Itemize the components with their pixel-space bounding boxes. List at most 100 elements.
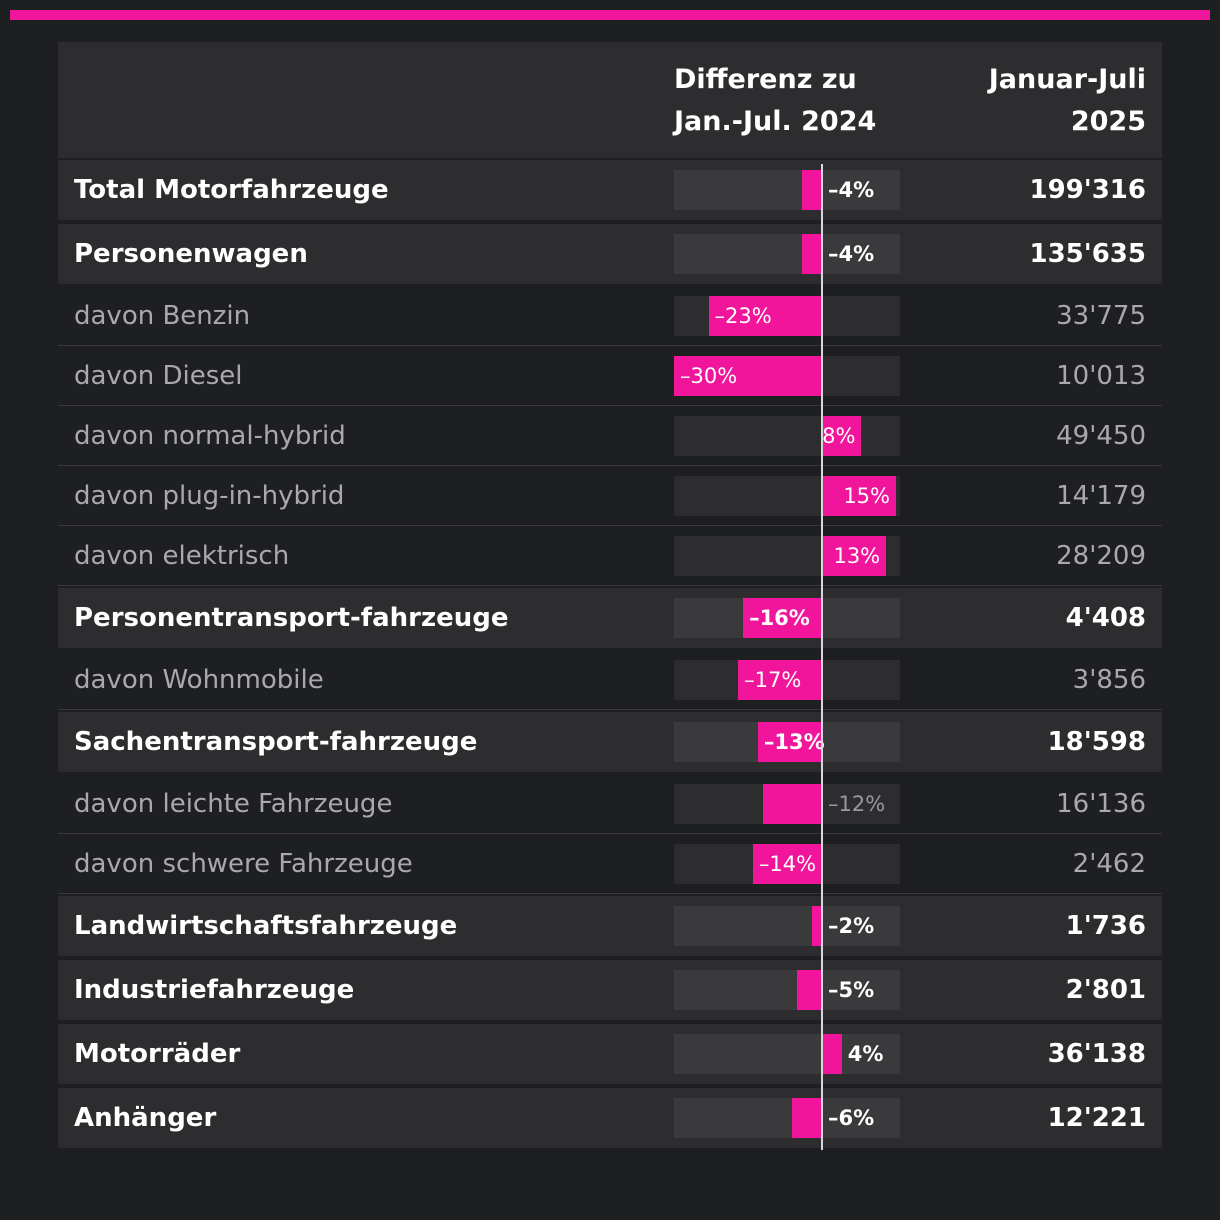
header-value-label: Januar-Juli 2025 (988, 64, 1146, 137)
bar-value-label: –30% (680, 363, 738, 388)
table-row: davon leichte Fahrzeuge –12% 16'136 (58, 774, 1162, 834)
bar-value-label: 15% (843, 483, 890, 508)
bar-value-label: –16% (749, 606, 810, 630)
row-value: 135'635 (1029, 239, 1146, 269)
header-diff-label: Differenz zu Jan.-Jul. 2024 (674, 64, 877, 137)
row-label: davon Benzin (74, 300, 251, 331)
row-label: davon schwere Fahrzeuge (74, 848, 413, 879)
bar-value-label: –12% (828, 791, 886, 816)
bar (802, 234, 822, 274)
bar-track: –13% (674, 722, 900, 762)
row-value: 2'801 (1065, 975, 1146, 1005)
row-value: 18'598 (1047, 727, 1146, 757)
bar-value-label: –4% (828, 178, 875, 202)
bar (738, 659, 822, 700)
data-table: Differenz zu Jan.-Jul. 2024 Januar-Juli … (58, 42, 1162, 1150)
bar-value-label: –17% (744, 667, 802, 692)
bar-track: –2% (674, 906, 900, 946)
row-label: davon leichte Fahrzeuge (74, 788, 393, 819)
row-label: davon Diesel (74, 360, 243, 391)
table-row: Sachentransport-fahrzeuge –13% 18'598 (58, 710, 1162, 774)
row-label: Motorräder (74, 1039, 241, 1069)
row-label: Sachentransport-fahrzeuge (74, 727, 478, 757)
bar (802, 170, 822, 210)
bar-value-label: 4% (847, 1042, 884, 1066)
table-row: Personentransport-fahrzeuge –16% 4'408 (58, 586, 1162, 650)
bar-track: –16% (674, 598, 900, 638)
table-row: davon elektrisch 13% 28'209 (58, 526, 1162, 586)
table-row: davon normal-hybrid 8% 49'450 (58, 406, 1162, 466)
row-label: davon normal-hybrid (74, 420, 346, 451)
row-label: davon Wohnmobile (74, 664, 324, 695)
bar (822, 415, 862, 456)
table-row: davon plug-in-hybrid 15% 14'179 (58, 466, 1162, 526)
row-value: 33'775 (1056, 300, 1146, 331)
row-value: 49'450 (1056, 420, 1146, 451)
bar (743, 598, 822, 638)
bar (822, 1034, 842, 1074)
bar (797, 970, 822, 1010)
row-label: Industriefahrzeuge (74, 975, 355, 1005)
table-row: Motorräder 4% 36'138 (58, 1022, 1162, 1086)
bar-track: 4% (674, 1034, 900, 1074)
bar-track: –14% (674, 843, 900, 884)
table-row: davon Benzin –23% 33'775 (58, 286, 1162, 346)
row-value: 28'209 (1056, 540, 1146, 571)
table-row: Industriefahrzeuge –5% 2'801 (58, 958, 1162, 1022)
bar-track: –23% (674, 295, 900, 336)
table-row: davon schwere Fahrzeuge –14% 2'462 (58, 834, 1162, 894)
bar (762, 783, 822, 824)
bar-track: –6% (674, 1098, 900, 1138)
row-label: davon elektrisch (74, 540, 290, 571)
row-value: 199'316 (1029, 175, 1146, 205)
row-label: Landwirtschaftsfahrzeuge (74, 911, 458, 941)
bar (757, 722, 822, 762)
row-label: Total Motorfahrzeuge (74, 175, 389, 205)
row-value: 2'462 (1072, 848, 1146, 879)
bar-track: 8% (674, 415, 900, 456)
bar-track: –4% (674, 234, 900, 274)
bar (822, 475, 896, 516)
row-value: 16'136 (1056, 788, 1146, 819)
bar-track: –30% (674, 355, 900, 396)
table-body: Total Motorfahrzeuge –4% 199'316 Personenwa… (58, 158, 1162, 1150)
bar-value-label: –23% (714, 303, 772, 328)
table-row: Anhänger –6% 12'221 (58, 1086, 1162, 1150)
row-label: davon plug-in-hybrid (74, 480, 345, 511)
bar-value-label: –14% (758, 851, 817, 876)
bar-value-label: 8% (822, 423, 856, 448)
row-label: Personentransport-fahrzeuge (74, 603, 509, 633)
row-value: 10'013 (1056, 360, 1146, 391)
bar-value-label: 13% (833, 543, 881, 568)
bar-value-label: –4% (828, 242, 875, 266)
bar (708, 295, 822, 336)
accent-bar (10, 10, 1210, 20)
table-row: Total Motorfahrzeuge –4% 199'316 (58, 158, 1162, 222)
row-value: 36'138 (1047, 1039, 1146, 1069)
bar-track: –17% (674, 659, 900, 700)
bar-track: –5% (674, 970, 900, 1010)
bar (752, 843, 822, 884)
table-row: Personenwagen –4% 135'635 (58, 222, 1162, 286)
bar (792, 1098, 822, 1138)
bar-track: 13% (674, 535, 900, 576)
bar-track: –12% (674, 783, 900, 824)
bar-value-label: –2% (828, 914, 875, 938)
bar-value-label: –5% (828, 978, 875, 1002)
row-label: Personenwagen (74, 239, 308, 269)
table-row: davon Wohnmobile –17% 3'856 (58, 650, 1162, 710)
row-value: 12'221 (1047, 1103, 1146, 1133)
row-value: 14'179 (1056, 480, 1146, 511)
bar-track: 15% (674, 475, 900, 516)
row-label: Anhänger (74, 1103, 217, 1133)
table-row: Landwirtschaftsfahrzeuge –2% 1'736 (58, 894, 1162, 958)
row-value: 3'856 (1072, 664, 1146, 695)
bar (812, 906, 822, 946)
table-row: davon Diesel –30% 10'013 (58, 346, 1162, 406)
row-value: 1'736 (1065, 911, 1146, 941)
bar (674, 355, 822, 396)
bar-value-label: –13% (763, 730, 825, 754)
bar-value-label: –6% (828, 1106, 875, 1130)
bar-track: –4% (674, 170, 900, 210)
row-value: 4'408 (1065, 603, 1146, 633)
